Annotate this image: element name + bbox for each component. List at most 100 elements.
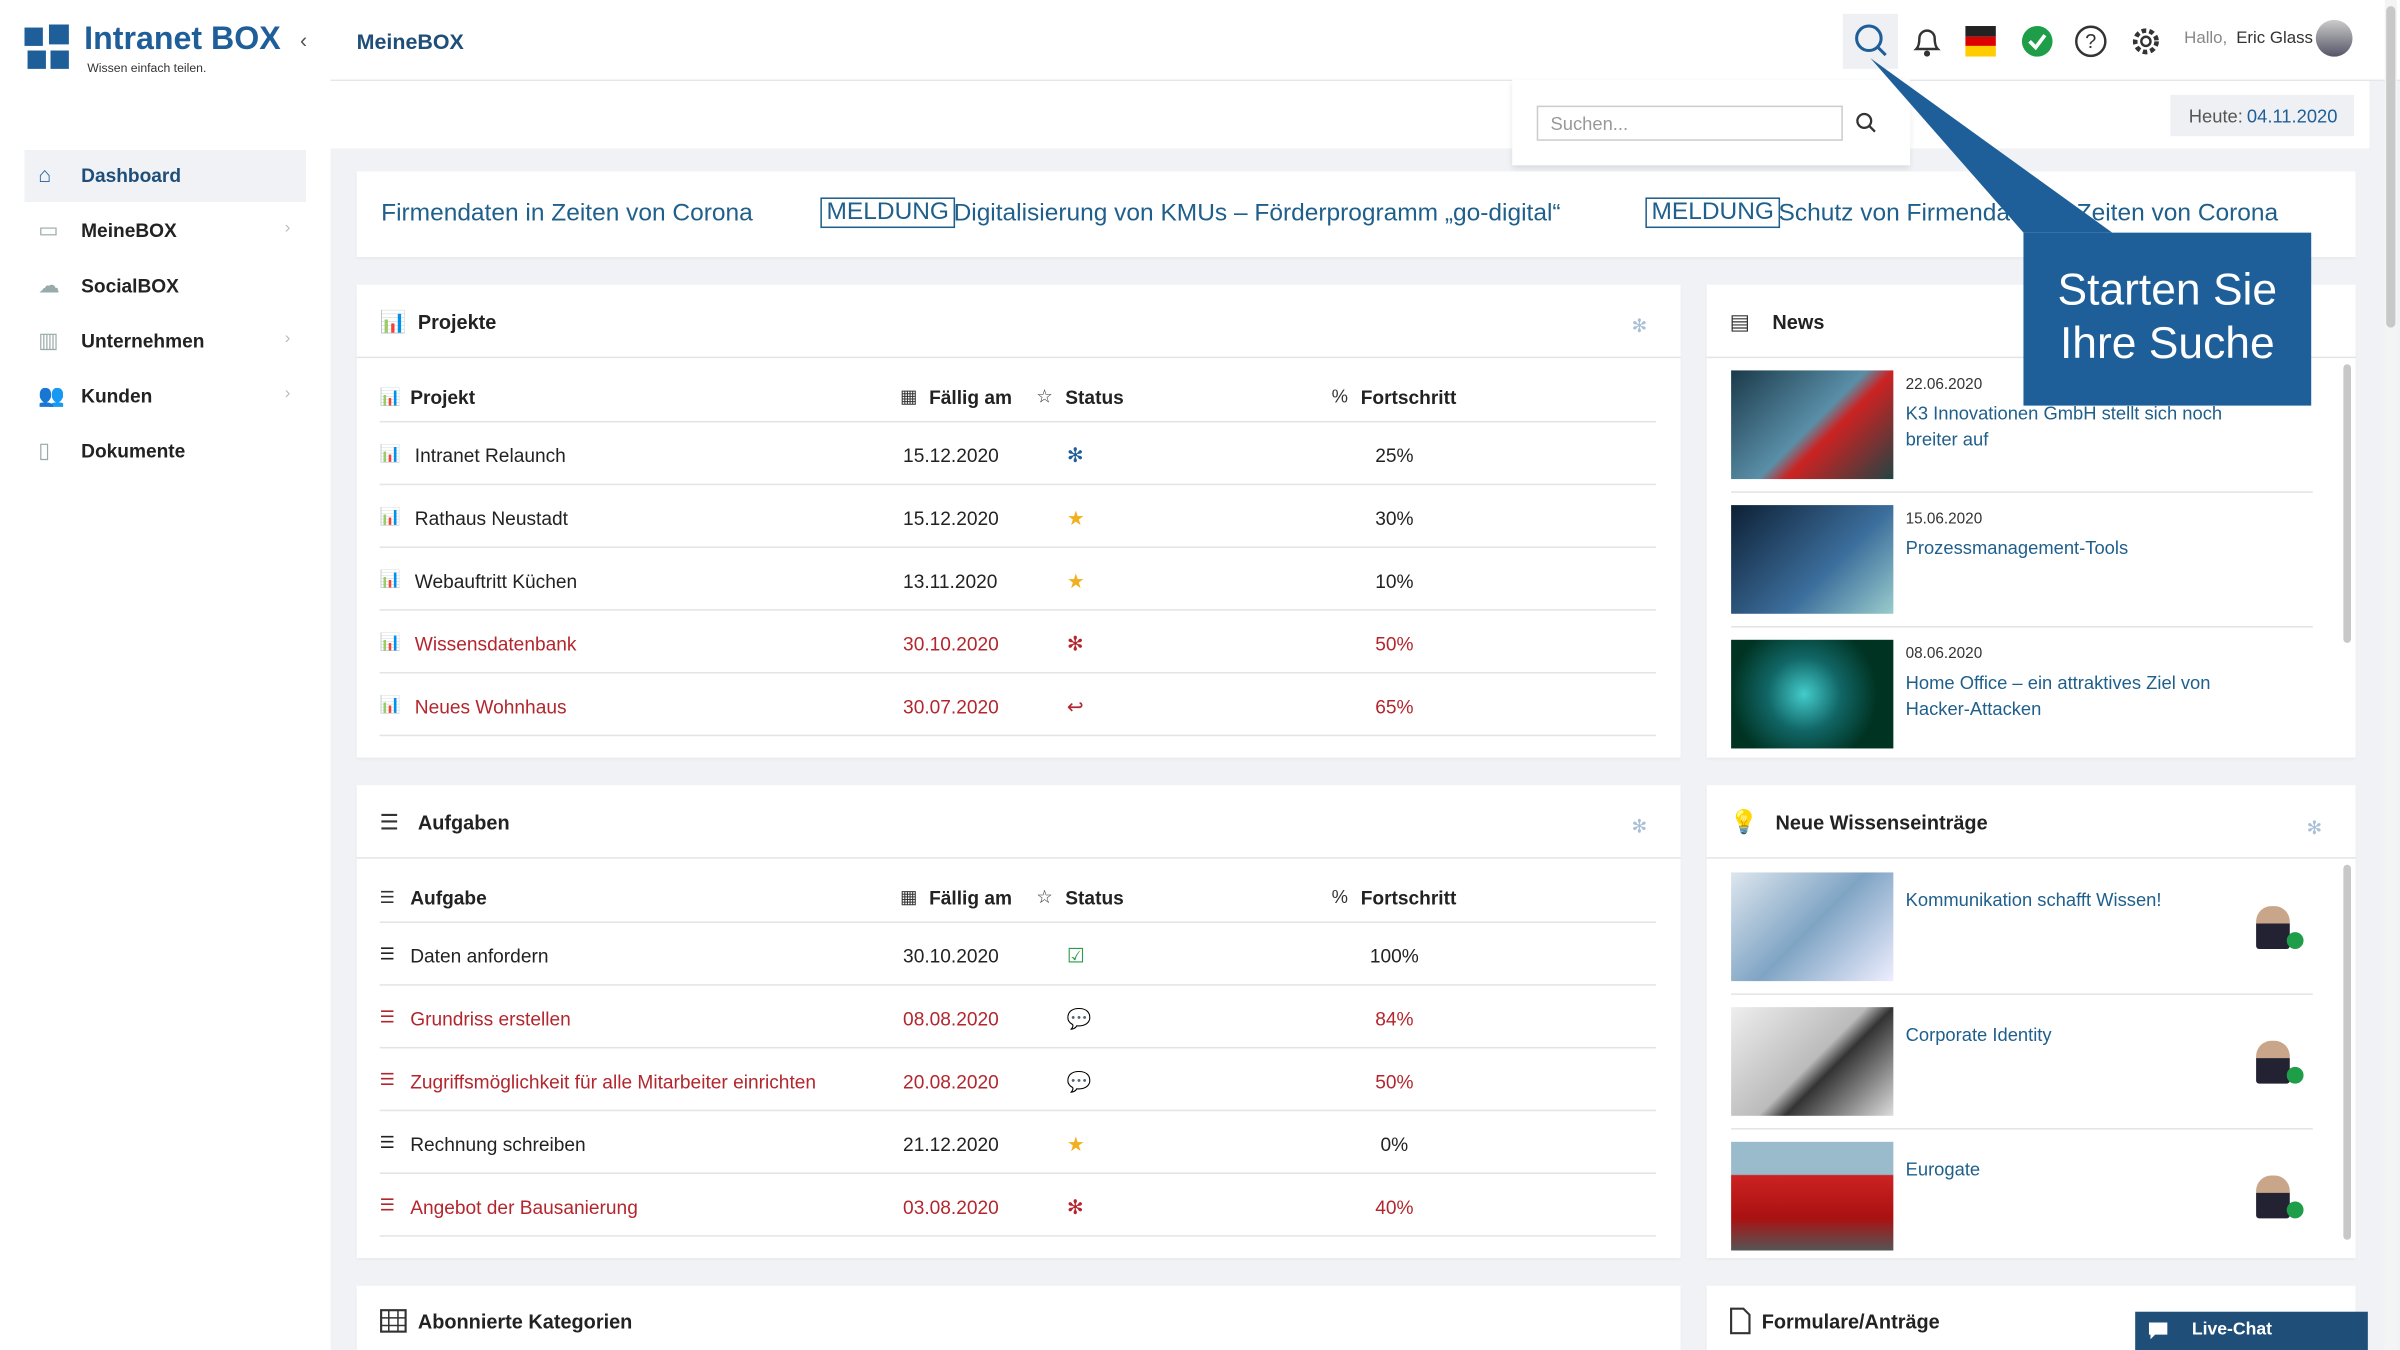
search-button-bg[interactable] [1842,13,1898,69]
row-name[interactable]: Zugriffsmöglichkeit für alle Mitarbeiter… [410,1071,817,1093]
ticker-lead[interactable]: Firmendaten in Zeiten von Corona [381,200,753,227]
row-icon: ☰ [379,1134,395,1153]
row-name[interactable]: Angebot der Bausanierung [410,1196,638,1219]
search-dropdown [1512,79,1911,166]
language-flag[interactable] [1965,26,1996,57]
row-progress: 100% [1369,945,1419,968]
news-title[interactable]: K3 Innovationen GmbH stellt sich noch br… [1905,402,2223,450]
search-submit[interactable] [1855,112,1876,133]
row-date: 21.12.2020 [903,1134,999,1156]
bell-icon[interactable] [1910,24,1944,58]
live-chat-button[interactable] [2135,1311,2368,1350]
divider [379,984,1657,986]
col-icon: % [1331,385,1348,408]
callout-line: Ihre Suche [2059,319,2275,369]
row-icon: 📊 [379,445,401,464]
divider [356,356,1681,359]
column-header: Fällig am [929,887,1013,910]
avatar[interactable] [2315,19,2353,57]
row-date: 13.11.2020 [903,570,998,593]
card-settings: ✻ [2306,817,2323,839]
row-progress: 65% [1375,696,1414,718]
sidebar-item[interactable]: Unternehmen [81,330,205,353]
live-chat-label[interactable]: Live-Chat [2191,1320,2273,1340]
row-date: 03.08.2020 [903,1196,999,1219]
divider [379,671,1657,674]
user-name[interactable]: Eric Glass [2236,29,2313,48]
row-name[interactable]: Intranet Relaunch [414,445,566,467]
column-header: Aufgabe [410,887,487,910]
card-icon: 📊 [379,309,407,334]
card-settings[interactable]: ✻ [1631,815,1648,838]
divider [1731,491,2313,493]
row-progress: 40% [1375,1196,1414,1219]
help-icon[interactable]: ? [2074,24,2108,58]
news-image [1731,639,1894,749]
row-name[interactable]: Daten anfordern [410,945,549,968]
callout-pointer [1870,58,2312,406]
card-settings[interactable]: ✻ [1631,315,1648,337]
knowledge-title[interactable]: Kommunikation schafft Wissen! [1905,889,2162,911]
sidebar-item[interactable]: Dokumente [81,440,186,463]
row-icon: ☰ [379,1008,395,1028]
row-status: ↩ [1066,694,1084,718]
scrollbar [2343,864,2352,1240]
column-header: Fällig am [929,387,1013,409]
scroll-thumb[interactable] [2386,6,2396,328]
row-icon: 📊 [379,570,401,590]
projects-card [356,284,1681,758]
today-box [2170,94,2355,137]
sidebar-icon: ▯ [38,437,51,463]
card-title: Projekte [417,310,497,334]
today-label: Heute: [2188,105,2243,128]
news-date: 22.06.2020 [1905,376,1983,394]
search-icon[interactable] [1852,21,1889,61]
knowledge-title[interactable]: Corporate Identity [1905,1023,2052,1046]
row-progress: 50% [1375,1071,1414,1093]
news-title[interactable]: Home Office – ein attraktives Ziel von H… [1905,671,2211,720]
row-icon: ☰ [379,1196,395,1216]
search-input[interactable] [1536,105,1843,141]
row-name[interactable]: Neues Wohnhaus [414,696,567,718]
sub-bar [330,81,2370,149]
row-icon: 📊 [379,633,401,653]
row-name[interactable]: Wissensdatenbank [414,633,577,656]
news-title[interactable]: Prozessmanagement-Tools [1905,537,2129,559]
row-name[interactable]: Rechnung schreiben [410,1134,586,1156]
collapse-button[interactable]: ‹ [299,27,308,53]
card-title: News [1772,310,1825,334]
row-name[interactable]: Webauftritt Küchen [414,570,578,593]
sidebar-icon: ▭ [38,217,59,242]
divider [379,921,1657,923]
ticker-item[interactable]: Digitalisierung von KMUs – Förderprogram… [953,200,1561,227]
col-icon: % [1331,886,1348,908]
author-avatar [2256,1175,2290,1219]
row-name[interactable]: Rathaus Neustadt [414,508,568,530]
sidebar-item[interactable]: MeineBOX [81,220,177,242]
row-date: 08.08.2020 [903,1008,999,1031]
knowledge-title[interactable]: Eurogate [1905,1158,1981,1181]
status-icon[interactable] [2020,24,2054,58]
divider [379,609,1657,611]
settings-icon[interactable] [2129,24,2163,58]
divider [379,546,1657,548]
sidebar-item[interactable]: SocialBOX [81,275,179,297]
author-badge [2286,1201,2304,1219]
greeting: Hallo, [2184,29,2228,48]
row-status: ✻ [1066,632,1084,656]
column-header: Status [1065,887,1124,910]
sidebar-chevron: › [284,329,291,348]
card-title: Aufgaben [417,811,510,835]
sidebar-item[interactable]: Kunden [81,385,153,408]
sidebar-item[interactable]: Dashboard [81,165,182,187]
scrollbar[interactable] [2384,0,2397,1350]
card-icon: ☰ [379,809,399,835]
row-icon: 📊 [379,696,401,715]
scrollbar [2343,364,2352,643]
row-icon: 📊 [379,508,401,527]
row-name[interactable]: Grundriss erstellen [410,1008,571,1031]
row-icon: ☰ [379,1071,395,1090]
row-date: 15.12.2020 [903,508,999,530]
